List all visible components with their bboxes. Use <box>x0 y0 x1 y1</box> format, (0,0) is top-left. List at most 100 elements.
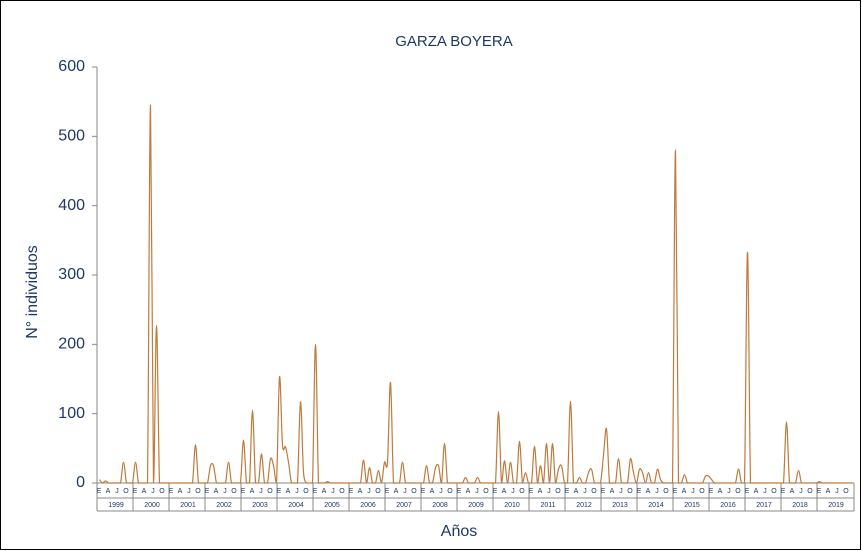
x-tick-label: O <box>771 488 777 495</box>
x-tick-label: O <box>807 488 813 495</box>
x-tick-label: E <box>817 488 822 495</box>
x-tick-label: J <box>367 488 371 495</box>
x-tick-label: E <box>457 488 462 495</box>
x-tick-label: O <box>735 488 741 495</box>
x-tick-label: E <box>745 488 750 495</box>
y-tick-label: 0 <box>76 474 85 491</box>
x-tick-label: O <box>591 488 597 495</box>
x-tick-label: A <box>826 488 831 495</box>
year-label: 2000 <box>144 502 160 509</box>
x-tick-label: A <box>322 488 327 495</box>
year-label: 2015 <box>684 502 700 509</box>
y-tick-label: 200 <box>58 336 85 353</box>
x-tick-label: E <box>673 488 678 495</box>
x-tick-label: O <box>267 488 273 495</box>
x-tick-label: E <box>421 488 426 495</box>
x-tick-label: J <box>439 488 443 495</box>
year-label: 2017 <box>756 502 772 509</box>
x-tick-label: E <box>97 488 102 495</box>
x-tick-label: J <box>151 488 155 495</box>
x-tick-label: O <box>303 488 309 495</box>
x-tick-label: J <box>403 488 407 495</box>
x-tick-label: O <box>699 488 705 495</box>
year-label: 2018 <box>792 502 808 509</box>
x-tick-label: J <box>619 488 623 495</box>
x-tick-label: E <box>277 488 282 495</box>
x-tick-label: O <box>447 488 453 495</box>
y-tick-label: 300 <box>58 266 85 283</box>
x-tick-label: A <box>214 488 219 495</box>
x-tick-label: J <box>727 488 731 495</box>
x-tick-label: E <box>781 488 786 495</box>
x-tick-label: O <box>627 488 633 495</box>
x-tick-label: A <box>430 488 435 495</box>
x-tick-label: O <box>123 488 129 495</box>
x-tick-label: A <box>718 488 723 495</box>
x-tick-label: O <box>375 488 381 495</box>
y-tick-label: 600 <box>58 58 85 75</box>
year-label: 2014 <box>648 502 664 509</box>
x-tick-label: A <box>250 488 255 495</box>
x-tick-label: O <box>195 488 201 495</box>
x-tick-label: E <box>637 488 642 495</box>
year-label: 2007 <box>396 502 412 509</box>
x-tick-label: E <box>313 488 318 495</box>
year-label: 2019 <box>828 502 844 509</box>
year-label: 2008 <box>432 502 448 509</box>
x-tick-label: J <box>295 488 299 495</box>
x-tick-label: E <box>241 488 246 495</box>
x-tick-label: A <box>610 488 615 495</box>
x-tick-label: J <box>763 488 767 495</box>
x-tick-label: A <box>466 488 471 495</box>
year-label: 2001 <box>180 502 196 509</box>
x-tick-label: O <box>231 488 237 495</box>
x-tick-label: A <box>142 488 147 495</box>
x-tick-label: J <box>547 488 551 495</box>
year-label: 2013 <box>612 502 628 509</box>
x-tick-label: A <box>394 488 399 495</box>
x-tick-label: J <box>835 488 839 495</box>
year-label: 2005 <box>324 502 340 509</box>
x-tick-label: J <box>187 488 191 495</box>
x-tick-label: E <box>133 488 138 495</box>
x-tick-label: E <box>565 488 570 495</box>
x-tick-label: J <box>115 488 119 495</box>
x-tick-label: A <box>682 488 687 495</box>
x-tick-label: J <box>475 488 479 495</box>
x-tick-label: J <box>259 488 263 495</box>
x-tick-label: A <box>574 488 579 495</box>
year-label: 2002 <box>216 502 232 509</box>
year-label: 2012 <box>576 502 592 509</box>
x-tick-label: A <box>358 488 363 495</box>
x-tick-label: A <box>286 488 291 495</box>
x-tick-label: J <box>223 488 227 495</box>
x-tick-label: O <box>843 488 849 495</box>
x-tick-label: E <box>493 488 498 495</box>
x-tick-label: O <box>663 488 669 495</box>
year-label: 2004 <box>288 502 304 509</box>
x-tick-label: E <box>349 488 354 495</box>
x-tick-label: E <box>601 488 606 495</box>
y-tick-label: 500 <box>58 128 85 145</box>
x-tick-label: E <box>529 488 534 495</box>
x-tick-label: E <box>205 488 210 495</box>
year-label: 2003 <box>252 502 268 509</box>
x-tick-label: E <box>385 488 390 495</box>
x-tick-label: E <box>169 488 174 495</box>
x-tick-label: J <box>331 488 335 495</box>
chart-title: GARZA BOYERA <box>395 33 513 50</box>
year-label: 2011 <box>540 502 555 509</box>
year-label: 2016 <box>720 502 736 509</box>
x-tick-label: A <box>502 488 507 495</box>
x-tick-label: A <box>754 488 759 495</box>
y-tick-label: 400 <box>58 197 85 214</box>
x-tick-label: J <box>799 488 803 495</box>
year-label: 2006 <box>360 502 376 509</box>
x-tick-label: A <box>106 488 111 495</box>
x-tick-label: A <box>646 488 651 495</box>
y-axis-label: N° individuos <box>24 245 41 339</box>
x-tick-label: O <box>519 488 525 495</box>
y-tick-label: 100 <box>58 405 85 422</box>
